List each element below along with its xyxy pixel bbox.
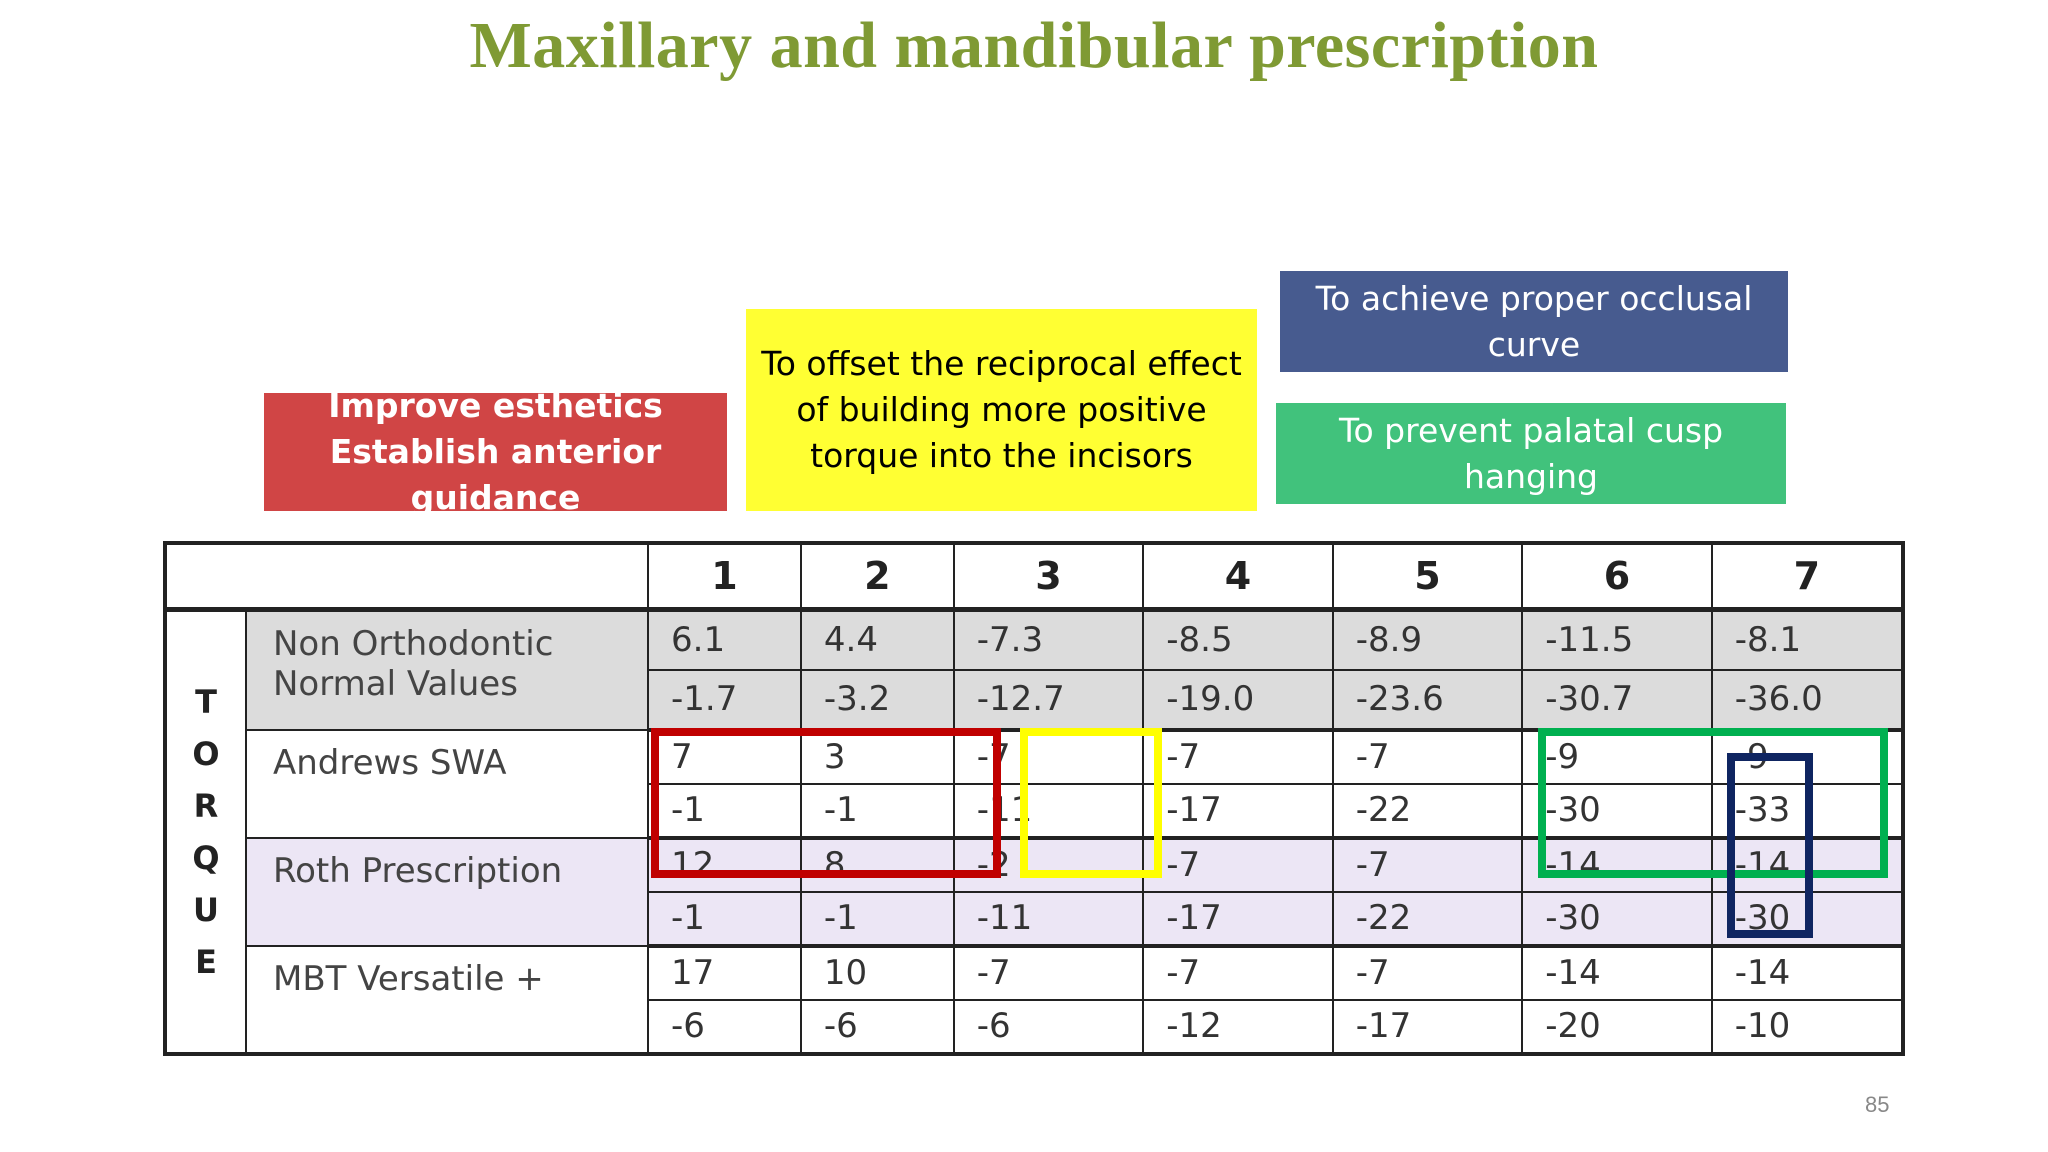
table-cell: -17 (1331, 998, 1524, 1057)
table-cell: 7 (647, 729, 802, 784)
table-cell: -8.9 (1331, 609, 1524, 670)
note-reciprocal-effect-text: To offset the reciprocal effect of build… (761, 344, 1242, 475)
slide-title: Maxillary and mandibular prescription (469, 9, 1599, 82)
table-row: -6 -6 -6 -12 -17 -20 -10 (165, 998, 1905, 1057)
note-palatal-cusp: To prevent palatal cusp hanging (1276, 403, 1786, 504)
table-cell: -30 (1710, 890, 1905, 948)
table-cell: -1 (647, 782, 802, 840)
table-row: Roth Prescription 12 8 -2 -7 -7 -14 -14 (165, 836, 1905, 947)
table-cell: -30 (1521, 890, 1713, 948)
note-esthetics: Improve esthetics Establish anterior gui… (264, 386, 727, 517)
table-cell: -14 (1521, 837, 1713, 892)
note-esthetics-text: Improve esthetics Establish anterior gui… (328, 386, 663, 517)
table-header-row: 1 2 3 4 5 6 7 (164, 541, 1905, 612)
row-label: MBT Versatile + (245, 944, 649, 1056)
note-occlusal-curve: To achieve proper occlusal curve (1280, 271, 1788, 372)
table-cell: -23.6 (1331, 668, 1524, 732)
table-cell: -9 (1710, 729, 1905, 784)
table-cell: -7 (1142, 945, 1334, 1000)
table-cell: -11 (952, 782, 1145, 840)
table-cell: -19.0 (1142, 668, 1334, 732)
note-palatal-cusp-text: To prevent palatal cusp hanging (1338, 410, 1724, 496)
page-number: 85 (1865, 1092, 1890, 1117)
note-occlusal-curve-text: To achieve proper occlusal curve (1315, 278, 1753, 364)
table-cell: -7 (952, 945, 1145, 1000)
table-cell: -7 (1331, 837, 1524, 892)
table-cell: -6 (799, 998, 955, 1057)
tooth-header-5: 5 (1331, 541, 1524, 612)
table-cell: -30 (1521, 782, 1713, 840)
table-cell: -1 (647, 890, 802, 948)
torque-letter: R (193, 787, 219, 825)
table-cell: -8.5 (1142, 609, 1334, 670)
table-cell: -12 (1142, 998, 1334, 1057)
table-cell: -1.7 (647, 668, 802, 732)
table-cell: -6 (952, 998, 1145, 1057)
table-cell: 12 (647, 837, 802, 892)
table-cell: -1 (799, 782, 955, 840)
table-cell: -7 (1142, 729, 1334, 784)
table-row: -1.7 -3.2 -12.7 -19.0 -23.6 -30.7 -36.0 (165, 668, 1905, 732)
table-cell: -20 (1521, 998, 1713, 1057)
table-cell: -1 (799, 890, 955, 948)
row-label: Roth Prescription (245, 836, 649, 947)
table-cell: -10 (1710, 998, 1905, 1057)
table-cell: 8 (799, 837, 955, 892)
torque-letter: U (193, 891, 219, 929)
table-cell: -14 (1710, 837, 1905, 892)
table-cell: -9 (1521, 729, 1713, 784)
torque-table-container: 1 2 3 4 5 6 7 T O R Q U E Non Orthodontic Norm… (163, 541, 1905, 1057)
torque-letter: E (195, 943, 217, 981)
table-cell: 6.1 (647, 609, 802, 670)
tooth-header-4: 4 (1142, 541, 1334, 612)
table-cell: -11.5 (1521, 609, 1713, 670)
table-cell: 3 (799, 729, 955, 784)
row-label: Andrews SWA (245, 728, 649, 839)
table-cell: -22 (1331, 782, 1524, 840)
torque-letter: Q (192, 839, 220, 877)
tooth-header-7: 7 (1710, 541, 1905, 612)
table-cell: -7 (1331, 729, 1524, 784)
table-cell: 4.4 (799, 609, 955, 670)
torque-letter: T (195, 683, 217, 721)
note-reciprocal-effect: To offset the reciprocal effect of build… (746, 309, 1257, 511)
tooth-header-6: 6 (1521, 541, 1713, 612)
table-cell: -17 (1142, 890, 1334, 948)
table-cell: -30.7 (1521, 668, 1713, 732)
tooth-header-3: 3 (952, 541, 1145, 612)
row-label: Non Orthodontic Normal Values (245, 608, 649, 731)
table-cell: -17 (1142, 782, 1334, 840)
table-row: Andrews SWA 7 3 -7 -7 -7 -9 -9 (165, 728, 1905, 839)
table-cell: -14 (1521, 945, 1713, 1000)
table-cell: -7.3 (952, 609, 1145, 670)
table-cell: -11 (952, 890, 1145, 948)
table-cell: -3.2 (799, 668, 955, 732)
table-cell: -12.7 (952, 668, 1145, 732)
table-cell: -22 (1331, 890, 1524, 948)
table-cell: -7 (1142, 837, 1334, 892)
table-cell: -6 (647, 998, 802, 1057)
torque-table: 1 2 3 4 5 6 7 T O R Q U E Non Orthodontic Norm… (163, 541, 1905, 1057)
table-cell: -8.1 (1710, 609, 1905, 670)
table-cell: -14 (1710, 945, 1905, 1000)
table-cell: 17 (647, 945, 802, 1000)
header-blank-cell (164, 541, 649, 612)
table-row: MBT Versatile +17 10 -7 -7 -7 -14 -14 (165, 944, 1905, 1056)
table-cell: -36.0 (1710, 668, 1905, 732)
torque-letter: O (192, 735, 220, 773)
table-row: T O R Q U E Non Orthodontic Normal Values 6.1 4.… (164, 608, 1905, 1055)
table-cell: -2 (952, 837, 1145, 892)
table-cell: -7 (1331, 945, 1524, 1000)
tooth-header-2: 2 (799, 541, 955, 612)
tooth-header-1: 1 (647, 541, 802, 612)
table-cell: 10 (799, 945, 955, 1000)
table-cell: -33 (1710, 782, 1905, 840)
table-cell: -7 (952, 729, 1145, 784)
